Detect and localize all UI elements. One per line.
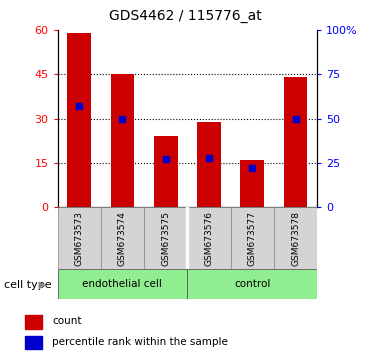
- Text: ▶: ▶: [39, 280, 46, 290]
- Bar: [111, 74, 134, 207]
- FancyBboxPatch shape: [58, 269, 187, 299]
- Text: percentile rank within the sample: percentile rank within the sample: [52, 337, 228, 347]
- Bar: [25, 315, 42, 329]
- Text: control: control: [234, 279, 270, 289]
- Bar: [240, 160, 264, 207]
- Text: cell type: cell type: [4, 280, 51, 290]
- Bar: [67, 33, 91, 207]
- Text: GSM673575: GSM673575: [161, 211, 170, 266]
- Text: GSM673577: GSM673577: [248, 211, 257, 266]
- FancyBboxPatch shape: [58, 207, 101, 269]
- FancyBboxPatch shape: [187, 269, 317, 299]
- Bar: [197, 121, 221, 207]
- Bar: [284, 77, 308, 207]
- FancyBboxPatch shape: [101, 207, 144, 269]
- Text: GSM673574: GSM673574: [118, 211, 127, 266]
- Text: endothelial cell: endothelial cell: [82, 279, 162, 289]
- Bar: [154, 136, 178, 207]
- Text: GSM673576: GSM673576: [204, 211, 213, 266]
- FancyBboxPatch shape: [144, 207, 187, 269]
- Text: GDS4462 / 115776_at: GDS4462 / 115776_at: [109, 9, 262, 23]
- Bar: [25, 336, 42, 349]
- FancyBboxPatch shape: [231, 207, 274, 269]
- FancyBboxPatch shape: [274, 207, 317, 269]
- FancyBboxPatch shape: [187, 207, 231, 269]
- Text: GSM673578: GSM673578: [291, 211, 300, 266]
- Text: count: count: [52, 316, 82, 326]
- Text: GSM673573: GSM673573: [75, 211, 83, 266]
